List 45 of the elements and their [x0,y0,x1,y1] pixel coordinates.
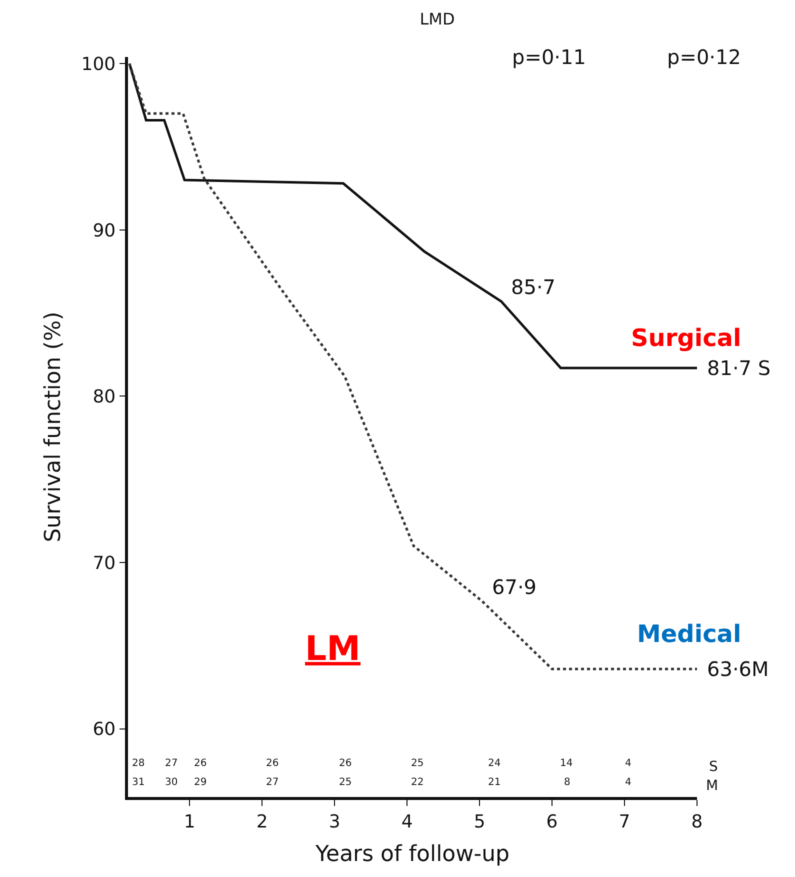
annotation: 25 [339,777,352,788]
x-tick-label: 3 [328,811,340,832]
annotation: 31 [132,777,145,788]
annotation: 26 [266,758,279,769]
x-tick-label: 5 [474,811,486,832]
x-tick-label: 1 [184,811,196,832]
annotation: 25 [411,758,424,769]
annotation: 21 [488,777,501,788]
y-tick-label: 60 [92,719,116,740]
annotation: p=0·11 [512,45,586,69]
x-tick-label: 4 [401,811,413,832]
annotation: p=0·12 [667,45,741,69]
y-tick-label: 70 [92,552,116,574]
x-axis-title: Years of follow-up [314,842,510,868]
annotation: 85·7 [511,275,556,299]
x-tick-label: 7 [618,811,630,832]
annotation: 22 [411,777,424,788]
x-tick-label: 8 [691,811,703,832]
annotation: 26 [194,758,207,769]
annotation: 28 [132,758,145,769]
annotation: Surgical [631,324,742,352]
annotation: 30 [165,777,178,788]
y-tick-label: 80 [92,386,116,408]
annotation: 63·6M [707,657,769,681]
annotation: 27 [266,777,279,788]
text: M [706,778,718,794]
annotation: 14 [560,758,573,769]
annotation: LM [305,629,360,669]
annotation: 4 [625,758,632,769]
annotation: 29 [194,777,207,788]
text: S [709,759,718,775]
annotation: 27 [165,758,178,769]
annotation: 67·9 [492,575,537,599]
chart-title: LMD [420,9,455,28]
annotation: 4 [625,777,632,788]
annotation: Medical [637,620,742,648]
x-tick-label: 6 [546,811,558,832]
annotation: 24 [488,758,501,769]
y-axis-title: Survival function (%) [41,312,66,542]
y-tick-label: 90 [92,220,116,242]
x-tick-label: 2 [256,811,268,832]
annotation: 81·7 S [707,356,771,380]
y-tick-label: 100 [81,54,116,75]
annotation: 8 [564,777,570,788]
annotation: 26 [339,758,352,769]
